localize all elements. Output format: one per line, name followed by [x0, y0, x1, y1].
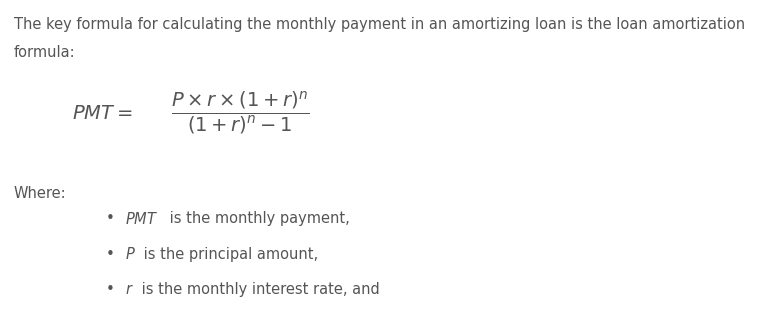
Text: formula:: formula:	[14, 45, 75, 60]
Text: $\dfrac{\mathit{P} \times \mathit{r} \times (1+\mathit{r})^{\mathit{n}}}{(1+\mat: $\dfrac{\mathit{P} \times \mathit{r} \ti…	[171, 90, 309, 136]
Text: $\mathit{P}$: $\mathit{P}$	[125, 246, 136, 262]
Text: $\mathit{r}$: $\mathit{r}$	[125, 282, 135, 297]
Text: •: •	[106, 211, 115, 226]
Text: •: •	[106, 282, 115, 297]
Text: •: •	[106, 247, 115, 262]
Text: $\mathit{PMT}$: $\mathit{PMT}$	[125, 210, 159, 227]
Text: The key formula for calculating the monthly payment in an amortizing loan is the: The key formula for calculating the mont…	[14, 17, 745, 32]
Text: Where:: Where:	[14, 186, 66, 201]
Text: is the monthly payment,: is the monthly payment,	[165, 211, 350, 226]
Text: $\mathit{PMT} =$: $\mathit{PMT} =$	[72, 104, 133, 123]
Text: is the monthly interest rate, and: is the monthly interest rate, and	[137, 282, 379, 297]
Text: is the principal amount,: is the principal amount,	[139, 247, 318, 262]
